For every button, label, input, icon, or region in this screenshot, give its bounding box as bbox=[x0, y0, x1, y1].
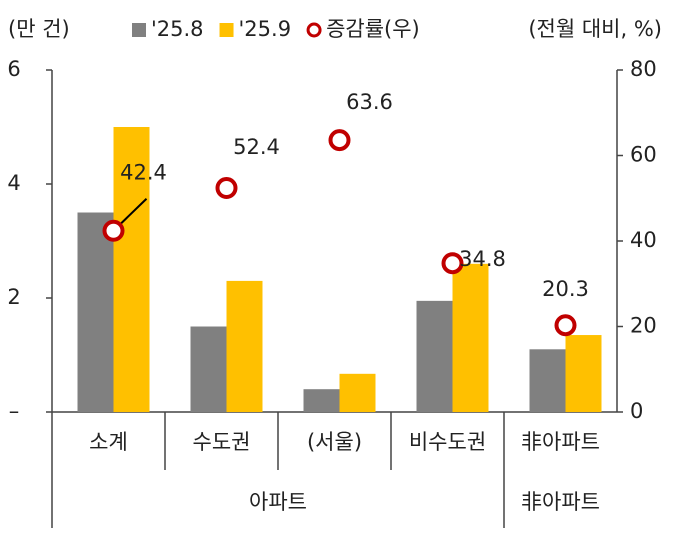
legend-label: '25.8 bbox=[151, 17, 204, 41]
y-tick-label: 6 bbox=[7, 57, 20, 81]
y2-tick-label: 40 bbox=[630, 228, 657, 252]
y-tick-label: 4 bbox=[7, 171, 20, 195]
legend-marker bbox=[219, 23, 234, 37]
data-label: 42.4 bbox=[120, 161, 167, 185]
rate-point bbox=[554, 314, 577, 337]
y2-tick-label: 60 bbox=[630, 143, 657, 167]
legend-label: '25.9 bbox=[239, 17, 292, 41]
data-label: 52.4 bbox=[233, 135, 280, 159]
y2-tick-label: 20 bbox=[630, 314, 657, 338]
group-label: 아파트 bbox=[249, 490, 307, 514]
legend-marker bbox=[306, 22, 322, 38]
group-label: 非아파트 bbox=[521, 490, 600, 514]
bar bbox=[77, 212, 114, 412]
data-label: 63.6 bbox=[346, 90, 393, 114]
rate-point bbox=[215, 176, 238, 199]
data-label: 20.3 bbox=[542, 277, 589, 301]
rate-point bbox=[441, 252, 464, 275]
x-tick-label: (서울) bbox=[307, 430, 362, 454]
bar bbox=[565, 335, 602, 412]
rate-point bbox=[102, 219, 125, 242]
y2-tick-label: 80 bbox=[630, 57, 657, 81]
bar bbox=[529, 349, 566, 412]
y-unit-label: (만 건) bbox=[8, 17, 70, 41]
bar bbox=[226, 280, 263, 412]
bar bbox=[190, 326, 227, 412]
legend-label: 증감률(우) bbox=[326, 17, 420, 41]
bar bbox=[113, 127, 150, 412]
bar bbox=[452, 263, 489, 412]
x-tick-label: 非아파트 bbox=[521, 430, 600, 454]
legend-marker bbox=[132, 23, 146, 37]
y-tick-label: 2 bbox=[7, 285, 20, 309]
x-tick-label: 수도권 bbox=[193, 430, 251, 454]
bar bbox=[339, 373, 376, 412]
data-label: 34.8 bbox=[459, 247, 506, 271]
y-tick-label: – bbox=[9, 399, 20, 423]
y2-unit-label: (전월 대비, %) bbox=[528, 17, 662, 41]
x-tick-label: 비수도권 bbox=[409, 430, 486, 454]
bar bbox=[416, 300, 453, 412]
x-tick-label: 소계 bbox=[89, 430, 128, 454]
y2-tick-label: 0 bbox=[630, 399, 643, 423]
bar bbox=[303, 389, 340, 412]
rate-point bbox=[328, 129, 351, 152]
